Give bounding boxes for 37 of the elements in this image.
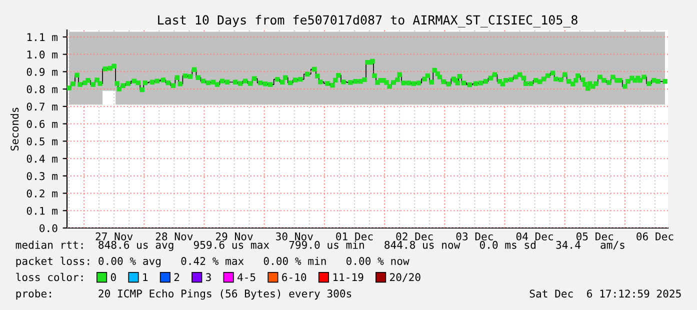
- text: probe: 20 ICMP Echo Pings (56 Bytes) every 300s: [16, 289, 352, 300]
- x-tick-label: 27 Nov: [96, 232, 133, 240]
- y-tick-label: 0.3 m: [26, 172, 58, 180]
- legend-label: 0: [110, 273, 116, 282]
- text: Sat Dec 6 17:12:59 2025: [530, 290, 681, 298]
- chart-title: Last 10 Days from fe507017d087 to AIRMAX_ST_CISIEC_105_8: [158, 14, 578, 28]
- x-tick-label: 06 Dec: [636, 232, 674, 240]
- y-tick-label: 1.1 m: [27, 33, 58, 41]
- y-tick-label: 0.7 m: [26, 102, 58, 111]
- x-tick-label: 04 Dec: [516, 232, 553, 240]
- y-tick-label: 0.1 m: [26, 206, 58, 215]
- x-tick-label: 05 Dec: [576, 232, 614, 240]
- y-tick-label: 0.4 m: [26, 154, 58, 163]
- legend-label: 11-19: [333, 273, 364, 282]
- legend-label: 2: [174, 273, 180, 282]
- x-tick-label: 30 Nov: [276, 232, 313, 240]
- y-tick-label: 0.2 m: [26, 189, 58, 198]
- y-tick-label: 0.0: [40, 224, 58, 232]
- legend-label: 6-10: [282, 273, 306, 282]
- x-tick-label: 01 Dec: [336, 232, 373, 240]
- text: median rtt: 848.6 us avg 959.6 us max 799.0 us min 844.8 us now 0.0 ms sd 34.4 am/s: [16, 240, 624, 251]
- y-tick-label: 0.8 m: [26, 85, 58, 94]
- x-tick-label: 02 Dec: [396, 232, 433, 240]
- text: packet loss: 0.00 % avg 0.42 % max 0.00 % min 0.00 % now: [16, 256, 410, 268]
- y-tick-label: 0.6 m: [26, 120, 58, 128]
- y-tick-label: 1.0 m: [27, 50, 58, 59]
- y-axis-title: Seconds: [10, 108, 19, 151]
- y-tick-label: 0.9 m: [26, 68, 58, 76]
- y-tick-label: 0.5 m: [26, 137, 58, 146]
- legend-label: 1: [143, 273, 148, 282]
- legend-label: 20/20: [390, 273, 420, 282]
- legend-label: 4-5: [238, 273, 256, 282]
- text: loss color:: [16, 272, 83, 282]
- x-tick-label: 03 Dec: [456, 232, 493, 240]
- x-tick-label: 29 Nov: [216, 232, 253, 240]
- x-tick-label: 28 Nov: [156, 232, 193, 240]
- legend-label: 3: [206, 273, 211, 282]
